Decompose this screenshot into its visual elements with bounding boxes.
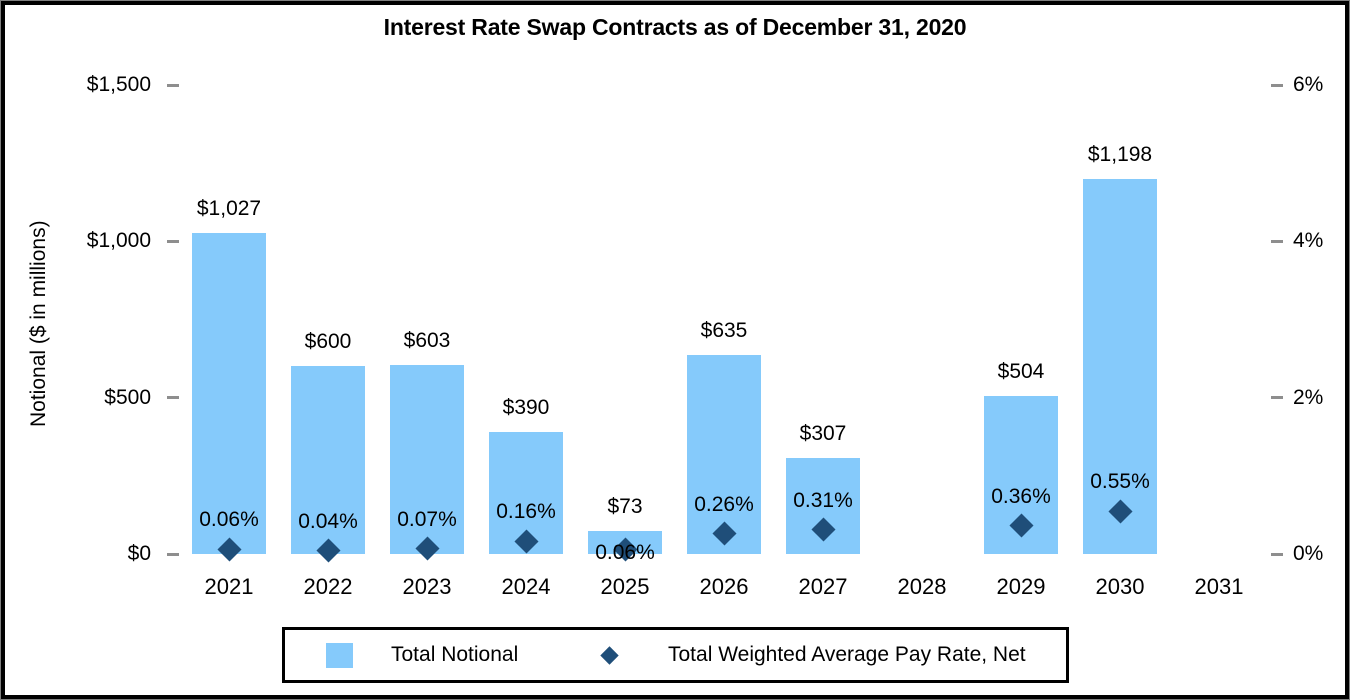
legend-label-total-notional: Total Notional <box>391 643 519 666</box>
rate-label-2023: 0.07% <box>397 507 457 531</box>
bar-value-label-2022: $600 <box>304 330 352 354</box>
x-axis-label-2025: 2025 <box>600 574 650 599</box>
left-axis-tick-label-1000: $1,000 <box>86 229 151 253</box>
right-axis-tick-0 <box>1271 552 1283 556</box>
bar-2022 <box>291 366 365 554</box>
x-axis-label-2030: 2030 <box>1095 574 1145 599</box>
right-axis-tick-label-4: 4% <box>1293 229 1324 253</box>
legend-label-pay-rate: Total Weighted Average Pay Rate, Net <box>668 643 1026 666</box>
bar-value-label-2029: $504 <box>997 360 1045 384</box>
rate-label-2026: 0.26% <box>694 492 754 516</box>
bar-value-label-2027: $307 <box>799 422 847 445</box>
right-axis-tick-2 <box>1271 396 1283 400</box>
legend-bar-swatch <box>326 643 353 668</box>
rate-label-2022: 0.04% <box>298 509 358 533</box>
left-axis-tick-1000 <box>167 239 179 243</box>
bar-value-label-2026: $635 <box>700 319 748 343</box>
bar-value-label-2030: $1,198 <box>1087 143 1153 167</box>
rate-label-2029: 0.36% <box>991 484 1051 508</box>
x-axis-label-2027: 2027 <box>798 574 848 599</box>
right-axis-tick-label-2: 2% <box>1293 385 1324 409</box>
legend-diamond-marker <box>600 646 619 665</box>
right-axis-tick-label-6: 6% <box>1293 73 1324 96</box>
left-axis-tick-label-500: $500 <box>104 385 151 409</box>
bar-value-label-2024: $390 <box>502 396 550 420</box>
left-axis-tick-label-0: $0 <box>127 542 151 565</box>
left-axis-tick-500 <box>167 396 179 400</box>
bar-value-label-2023: $603 <box>403 329 451 353</box>
left-axis-tick-label-1500: $1,500 <box>86 73 151 96</box>
x-axis-label-2021: 2021 <box>204 574 254 599</box>
bar-2023 <box>390 365 464 554</box>
rate-label-2030: 0.55% <box>1090 470 1150 493</box>
x-axis-label-2028: 2028 <box>897 574 947 599</box>
bar-2030 <box>1083 179 1157 554</box>
rate-label-2025: 0.06% <box>595 541 655 565</box>
right-axis-tick-4 <box>1271 239 1283 243</box>
bar-value-label-2025: $73 <box>607 495 643 519</box>
x-axis-label-2024: 2024 <box>501 574 551 599</box>
chart-title: Interest Rate Swap Contracts as of Decem… <box>383 14 967 40</box>
left-axis-tick-0 <box>167 552 179 556</box>
legend: Total Notional Total Weighted Average Pa… <box>282 627 1069 683</box>
bar-2021 <box>192 232 266 554</box>
right-axis-tick-label-0: 0% <box>1293 542 1324 565</box>
x-axis-label-2029: 2029 <box>996 574 1046 599</box>
x-axis-label-2023: 2023 <box>402 574 452 599</box>
rate-label-2027: 0.31% <box>793 488 853 512</box>
bar-value-label-2021: $1,027 <box>196 196 262 220</box>
rate-label-2021: 0.06% <box>199 508 259 532</box>
left-axis-tick-1500 <box>167 83 179 87</box>
x-axis-label-2022: 2022 <box>303 574 353 599</box>
rate-label-2024: 0.16% <box>496 500 556 524</box>
x-axis-label-2031: 2031 <box>1194 574 1244 599</box>
bar-2026 <box>687 355 761 554</box>
x-axis-label-2026: 2026 <box>699 574 749 599</box>
right-axis-tick-6 <box>1271 83 1283 87</box>
